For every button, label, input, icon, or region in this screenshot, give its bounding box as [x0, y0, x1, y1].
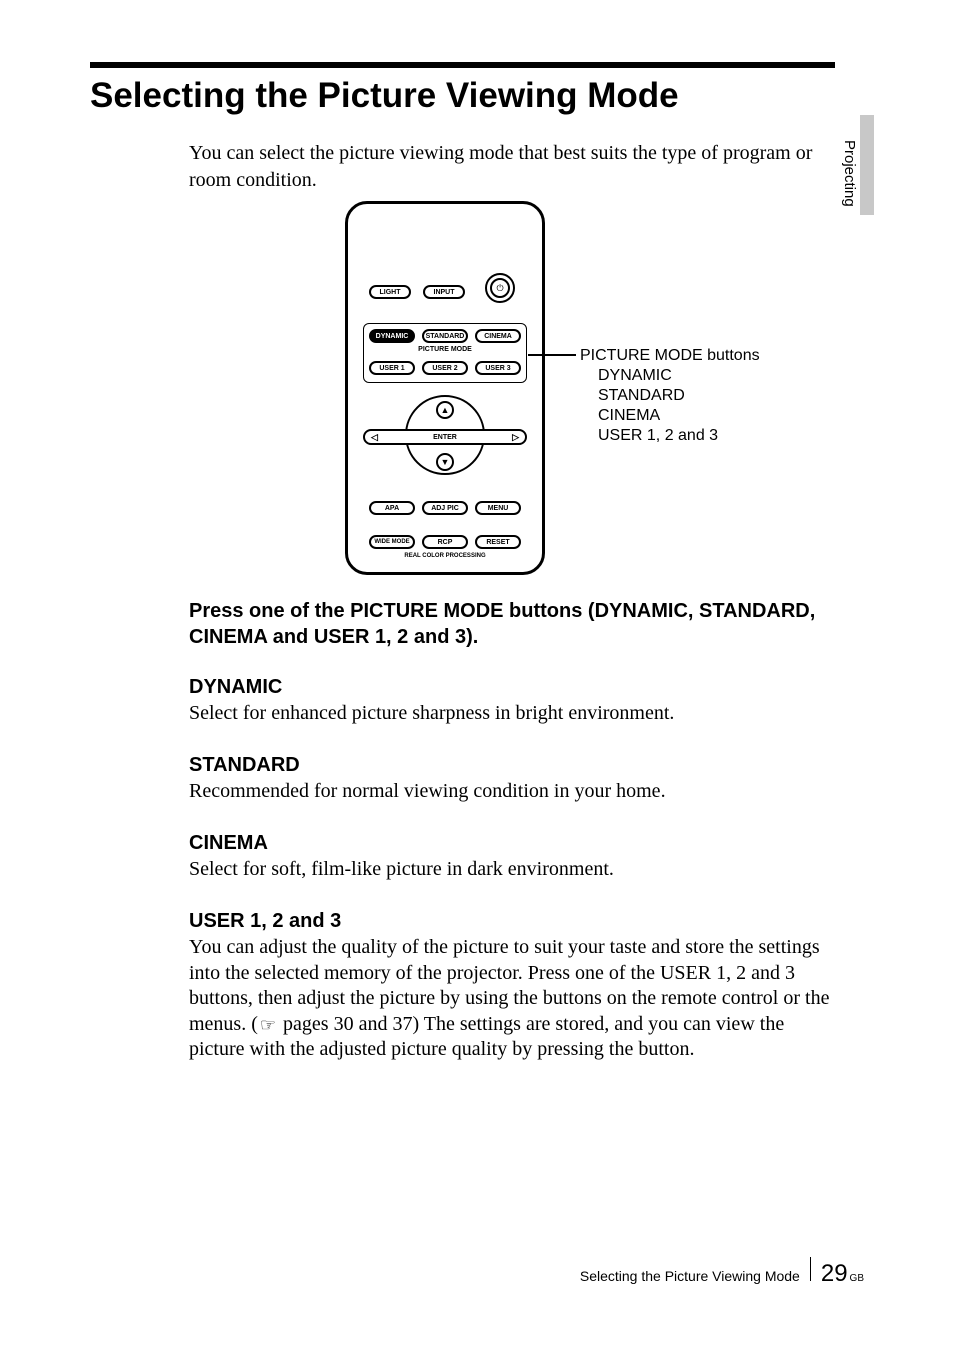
- remote-btn-reset: RESET: [475, 535, 521, 549]
- remote-btn-adjpic: ADJ PIC: [422, 501, 468, 515]
- callout-leader-line: [528, 354, 576, 356]
- callout-text: PICTURE MODE buttons DYNAMIC STANDARD CI…: [580, 346, 760, 446]
- remote-enter-label: ENTER: [433, 434, 457, 441]
- mode-body-pages: pages 30 and 37): [278, 1013, 424, 1035]
- instruction-heading: Press one of the PICTURE MODE buttons (D…: [189, 598, 835, 650]
- remote-btn-widemode: WIDE MODE: [369, 535, 415, 549]
- remote-btn-user3: USER 3: [475, 361, 521, 375]
- section-tab: [860, 115, 874, 215]
- mode-standard: STANDARD Recommended for normal viewing …: [189, 754, 835, 805]
- remote-btn-rcp: RCP: [422, 535, 468, 549]
- footer-divider: [810, 1257, 811, 1281]
- intro-text: You can select the picture viewing mode …: [189, 140, 835, 194]
- remote-btn-input: INPUT: [423, 285, 465, 299]
- page-number: 29: [821, 1260, 848, 1288]
- remote-illustration: LIGHT INPUT ⏻ DYNAMIC STANDARD CINEMA PI…: [345, 201, 545, 575]
- section-label: Projecting: [841, 140, 858, 207]
- running-title: Selecting the Picture Viewing Mode: [580, 1268, 800, 1284]
- remote-btn-standard: STANDARD: [422, 329, 468, 343]
- mode-body: Select for enhanced picture sharpness in…: [189, 701, 835, 727]
- remote-btn-dynamic: DYNAMIC: [369, 329, 415, 343]
- page-suffix: GB: [850, 1273, 864, 1284]
- mode-user: USER 1, 2 and 3 You can adjust the quali…: [189, 910, 835, 1063]
- mode-body: You can adjust the quality of the pictur…: [189, 935, 835, 1063]
- mode-body: Select for soft, film-like picture in da…: [189, 857, 835, 883]
- remote-btn-user2: USER 2: [422, 361, 468, 375]
- page-footer: Selecting the Picture Viewing Mode 29 GB: [580, 1257, 864, 1288]
- callout-item: CINEMA: [580, 406, 760, 426]
- callout-item: USER 1, 2 and 3: [580, 426, 760, 446]
- remote-btn-cinema: CINEMA: [475, 329, 521, 343]
- pointer-icon: ☞: [258, 1014, 278, 1037]
- remote-btn-power: ⏻: [490, 278, 510, 298]
- remote-arrow-right-icon: ▷: [512, 432, 519, 443]
- mode-heading: DYNAMIC: [189, 676, 835, 699]
- remote-btn-light: LIGHT: [369, 285, 411, 299]
- remote-arrow-down-icon: ▼: [436, 453, 454, 471]
- remote-rcp-label: REAL COLOR PROCESSING: [387, 553, 503, 559]
- mode-body: Recommended for normal viewing condition…: [189, 779, 835, 805]
- remote-body: [345, 201, 545, 575]
- mode-heading: CINEMA: [189, 832, 835, 855]
- remote-btn-menu: MENU: [475, 501, 521, 515]
- remote-arrow-up-icon: ▲: [436, 401, 454, 419]
- mode-heading: USER 1, 2 and 3: [189, 910, 835, 933]
- callout-item: STANDARD: [580, 386, 760, 406]
- remote-btn-user1: USER 1: [369, 361, 415, 375]
- page-title: Selecting the Picture Viewing Mode: [90, 76, 679, 116]
- mode-dynamic: DYNAMIC Select for enhanced picture shar…: [189, 676, 835, 727]
- mode-heading: STANDARD: [189, 754, 835, 777]
- remote-arrow-left-icon: ◁: [371, 432, 378, 443]
- remote-picture-mode-label: PICTURE MODE: [405, 346, 485, 353]
- remote-btn-enter: ◁ ENTER ▷: [363, 429, 527, 445]
- remote-btn-apa: APA: [369, 501, 415, 515]
- mode-cinema: CINEMA Select for soft, film-like pictur…: [189, 832, 835, 883]
- title-rule: [90, 62, 835, 68]
- callout-heading: PICTURE MODE buttons: [580, 346, 760, 366]
- callout-item: DYNAMIC: [580, 366, 760, 386]
